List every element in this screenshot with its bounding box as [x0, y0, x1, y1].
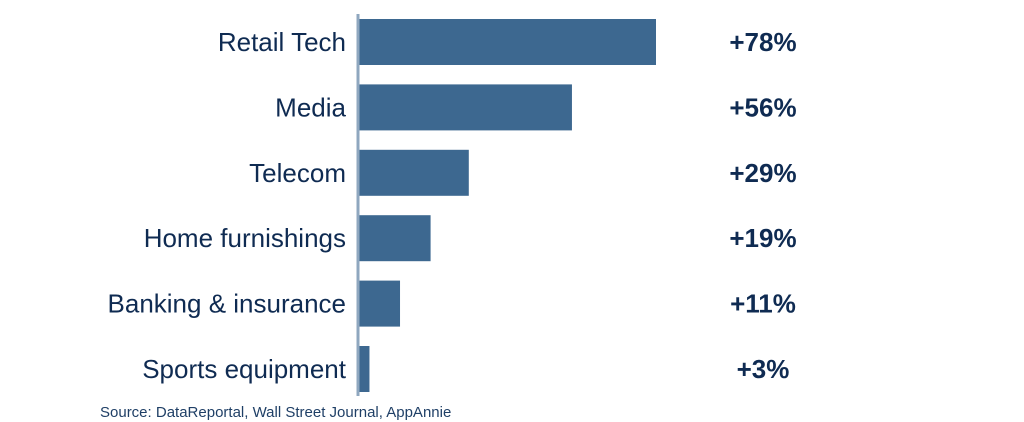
value-label-retail-tech: +78%: [729, 27, 796, 57]
category-label-home-furnishings: Home furnishings: [144, 223, 346, 253]
category-label-retail-tech: Retail Tech: [218, 27, 346, 57]
value-labels: +78% +56% +29% +19% +11% +3%: [729, 27, 796, 384]
bar-retail-tech: [358, 19, 656, 65]
bar-media: [358, 84, 572, 131]
value-label-home-furnishings: +19%: [729, 223, 796, 253]
bar-home-furnishings: [358, 215, 431, 262]
category-label-banking-and-insurance: Banking & insurance: [108, 289, 346, 319]
value-label-media: +56%: [729, 92, 796, 122]
bars-group: [358, 19, 656, 392]
category-labels: Retail Tech Media Telecom Home furnishings B…: [108, 27, 347, 384]
bar-sports-equipment: [358, 346, 370, 392]
bar-banking-and-insurance: [358, 280, 401, 327]
source-note: Source: DataReportal, Wall Street Journa…: [100, 404, 451, 421]
value-label-telecom: +29%: [729, 158, 796, 188]
value-label-banking-and-insurance: +11%: [730, 289, 796, 319]
category-label-telecom: Telecom: [249, 158, 346, 188]
bar-telecom: [358, 149, 469, 196]
category-label-media: Media: [275, 92, 346, 122]
category-label-sports-equipment: Sports equipment: [142, 354, 347, 384]
value-label-sports-equipment: +3%: [737, 354, 790, 384]
